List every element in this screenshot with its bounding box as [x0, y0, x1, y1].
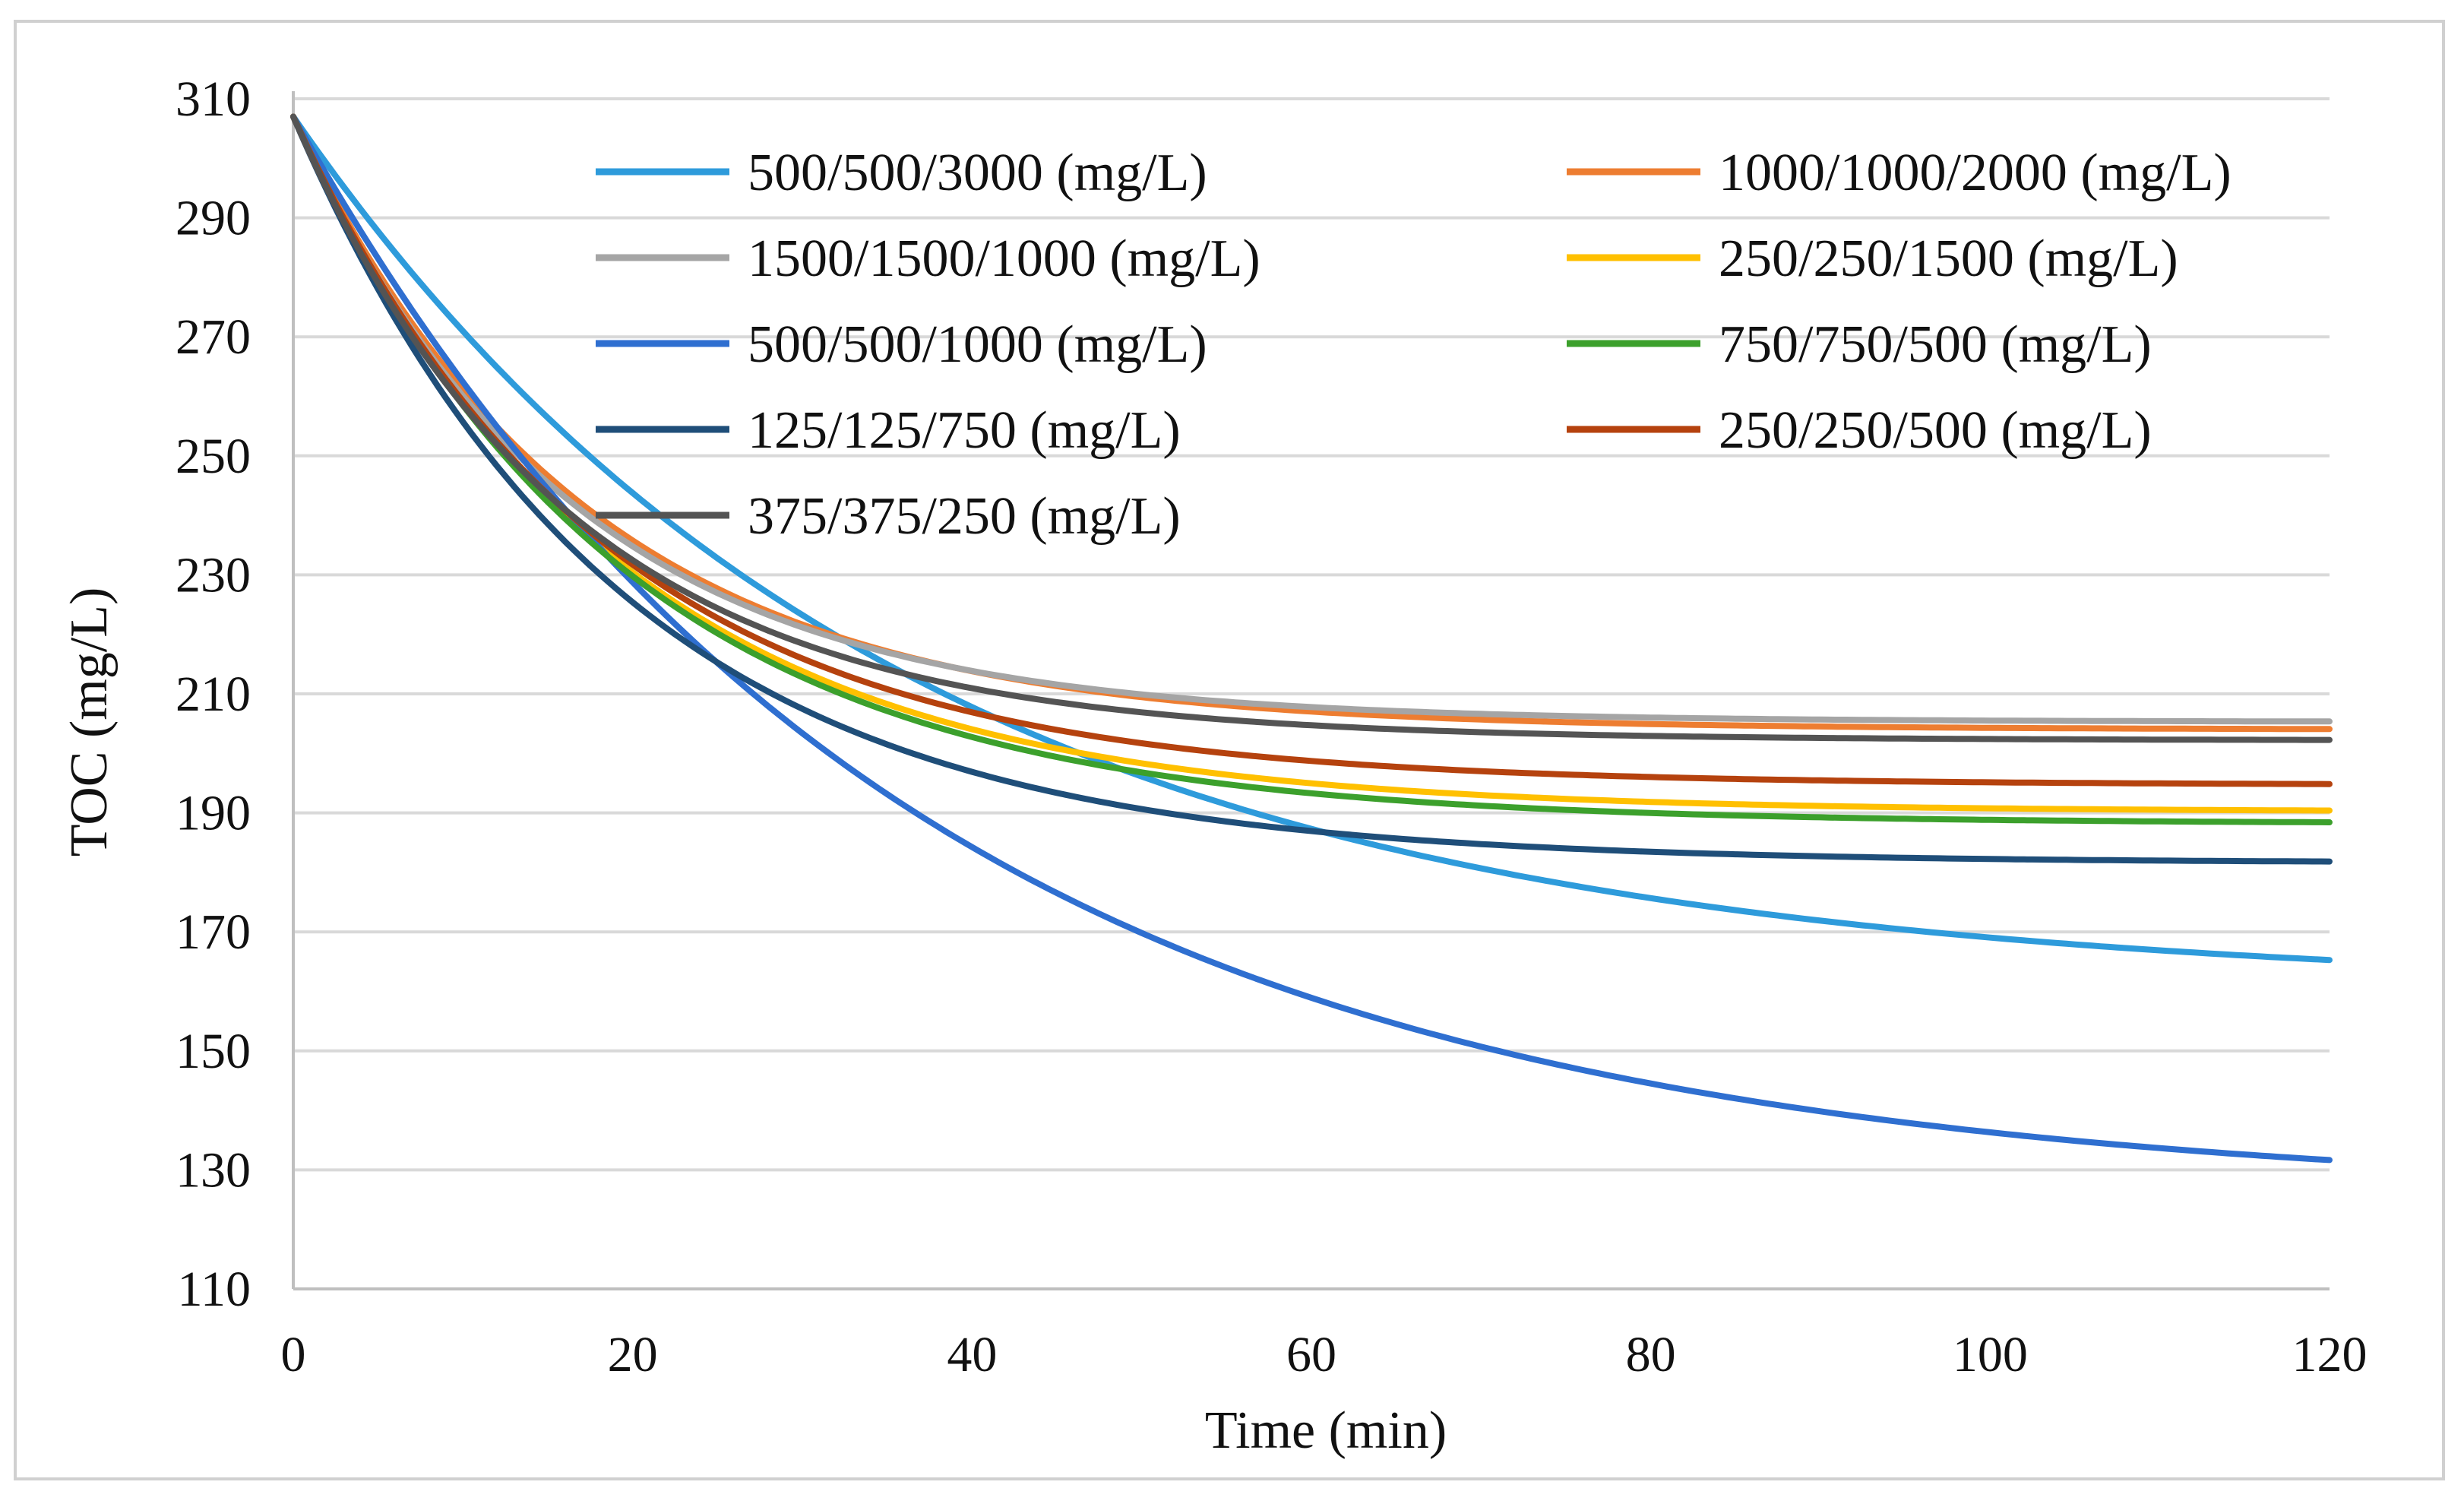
legend-label-1: 500/500/3000 (mg/L) — [748, 144, 1207, 202]
legend-label-3: 1500/1500/1000 (mg/L) — [748, 230, 1260, 288]
series-line-8 — [290, 113, 2333, 787]
legend-label-4: 250/250/1500 (mg/L) — [1719, 230, 2178, 288]
y-tick-label-310: 310 — [176, 71, 251, 127]
chart-frame: 110 130 150 170 190 210 230 250 270 290 310 0 20 40 60… — [14, 20, 2445, 1480]
legend: 500/500/3000 (mg/L) 1000/1000/2000 (mg/L)… — [596, 144, 2232, 546]
series-line-3 — [290, 113, 2333, 725]
y-tick-label-290: 290 — [176, 191, 251, 246]
x-tick-label-20: 20 — [608, 1327, 658, 1382]
y-tick-label-210: 210 — [176, 667, 251, 722]
y-tick-label-150: 150 — [176, 1024, 251, 1079]
legend-label-6: 750/750/500 (mg/L) — [1719, 315, 2152, 374]
x-tick-label-40: 40 — [947, 1327, 997, 1382]
series-line-9 — [290, 113, 2333, 743]
legend-label-5: 500/500/1000 (mg/L) — [748, 315, 1207, 374]
series-line-2 — [290, 113, 2333, 733]
x-tick-label-120: 120 — [2292, 1327, 2368, 1382]
y-tick-label-270: 270 — [176, 309, 251, 365]
y-tick-label-230: 230 — [176, 547, 251, 603]
legend-label-7: 125/125/750 (mg/L) — [748, 401, 1181, 460]
y-tick-label-190: 190 — [176, 786, 251, 841]
series-line-6 — [290, 113, 2333, 825]
y-tick-label-170: 170 — [176, 904, 251, 960]
series-line-7 — [290, 113, 2333, 865]
legend-label-2: 1000/1000/2000 (mg/L) — [1719, 144, 2232, 202]
x-tick-label-80: 80 — [1626, 1327, 1676, 1382]
legend-label-9: 375/375/250 (mg/L) — [748, 487, 1181, 546]
x-tick-label-0: 0 — [281, 1327, 306, 1382]
series-lines — [290, 113, 2333, 1164]
series-line-4 — [290, 113, 2333, 814]
x-tick-label-100: 100 — [1953, 1327, 2028, 1382]
y-tick-label-130: 130 — [176, 1142, 251, 1198]
x-axis-title: Time (min) — [1205, 1401, 1447, 1460]
x-tick-label-60: 60 — [1286, 1327, 1336, 1382]
axes — [292, 91, 2330, 1290]
legend-label-8: 250/250/500 (mg/L) — [1719, 401, 2152, 460]
y-tick-label-250: 250 — [176, 429, 251, 484]
y-axis-title: TOC (mg/L) — [60, 587, 119, 857]
y-tick-label-110: 110 — [177, 1262, 251, 1317]
series-line-5 — [290, 113, 2333, 1164]
tick-labels: 110 130 150 170 190 210 230 250 270 290 310 0 20 40 60… — [176, 71, 2368, 1382]
toc-line-chart: 110 130 150 170 190 210 230 250 270 290 310 0 20 40 60… — [60, 71, 2368, 1460]
